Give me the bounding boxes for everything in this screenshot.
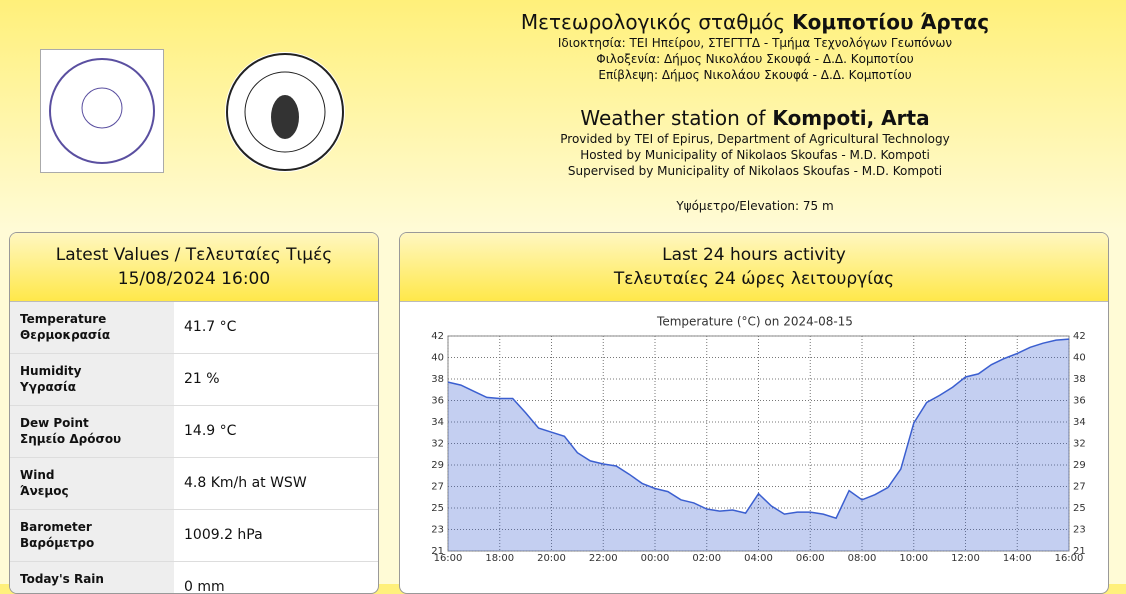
label-en: Today's Rain [20,572,104,586]
x-tick-label: 14:00 [1003,553,1032,564]
row-label: Temperature Θερμοκρασία [10,302,174,353]
label-en: Dew Point [20,416,89,430]
y2-tick-label: 23 [1073,525,1086,536]
header-line: Ιδιοκτησία: ΤΕΙ Ηπείρου, ΣΤΕΓΤΤΔ - Τμήμα… [557,36,953,50]
value-row: Temperature Θερμοκρασία 41.7 °C [10,302,378,354]
lines-en: Provided by TEI of Epirus, Department of… [430,131,1080,179]
chart-title: Temperature (°C) on 2024-08-15 [656,315,853,329]
y-tick-label: 38 [431,374,444,385]
temperature-area [448,339,1069,551]
header-line: Φιλοξενία: Δήμος Νικολάου Σκουφά - Δ.Δ. … [596,52,914,66]
latest-title: Latest Values / Τελευταίες Τιμές [55,245,333,265]
y-tick-label: 34 [431,417,444,428]
temperature-chart: Temperature (°C) on 2024-08-15 21 21 23 23 2… [431,315,1086,565]
label-gr: Σημείο Δρόσου [20,432,122,446]
y-tick-label: 32 [431,439,444,450]
label-en: Wind [20,468,55,482]
x-tick-label: 12:00 [951,553,980,564]
row-label: Today's Rain [10,562,174,593]
label-en: Barometer [20,520,92,534]
label-gr: Υγρασία [20,380,76,394]
y2-tick-label: 34 [1073,417,1086,428]
elevation: Υψόμετρο/Elevation: 75 m [676,199,834,213]
row-label: Humidity Υγρασία [10,354,174,405]
row-value: 14.9 °C [184,423,237,439]
x-tick-label: 16:00 [1055,553,1084,564]
y2-tick-label: 21 [1073,546,1086,557]
x-tick-label: 00:00 [641,553,670,564]
y-tick-label: 40 [431,353,444,364]
y-tick-label: 23 [431,525,444,536]
value-row: Barometer Βαρόμετρο 1009.2 hPa [10,510,378,562]
header-line: Επίβλεψη: Δήμος Νικολάου Σκουφά - Δ.Δ. Κ… [598,68,912,82]
y2-tick-label: 38 [1073,374,1086,385]
temperature-line [447,338,1070,520]
activity-title-gr: Τελευταίες 24 ώρες λειτουργίας [613,269,895,289]
row-value: 21 % [184,371,220,387]
y-tick-label: 25 [431,503,444,514]
label-gr: Άνεμος [20,484,69,498]
y-tick-label: 29 [431,460,444,471]
x-tick-label: 16:00 [434,553,463,564]
x-tick-label: 06:00 [796,553,825,564]
observatory-logo [224,51,346,173]
y-tick-label: 21 [431,546,444,557]
row-label: Wind Άνεμος [10,458,174,509]
row-value: 0 mm [184,579,225,594]
plot-area [447,335,1070,552]
x-tick-label: 04:00 [744,553,773,564]
header-line: Hosted by Municipality of Nikolaos Skouf… [580,148,930,162]
x-tick-label: 10:00 [899,553,928,564]
header-line: Provided by TEI of Epirus, Department of… [560,132,950,146]
y2-tick-label: 25 [1073,503,1086,514]
latest-datetime: 15/08/2024 16:00 [117,269,271,289]
latest-panel: Latest Values / Τελευταίες Τιμές 15/08/20… [9,232,379,594]
y2-tick-label: 36 [1073,396,1086,407]
title-gr: Μετεωρολογικός σταθμός Κομποτίου Άρτας [520,10,990,34]
y2-tick-label: 32 [1073,439,1086,450]
row-label: Barometer Βαρόμετρο [10,510,174,561]
row-value: 41.7 °C [184,319,237,335]
lines-gr: Ιδιοκτησία: ΤΕΙ Ηπείρου, ΣΤΕΓΤΤΔ - Τμήμα… [430,35,1080,83]
y2-tick-label: 27 [1073,482,1086,493]
activity-header: Last 24 hours activity Τελευταίες 24 ώρες… [400,233,1108,302]
row-value: 4.8 Km/h at WSW [184,475,307,491]
activity-title-en: Last 24 hours activity [662,245,846,265]
x-tick-label: 08:00 [848,553,877,564]
activity-panel: Last 24 hours activity Τελευταίες 24 ώρες… [399,232,1109,594]
label-gr: Θερμοκρασία [20,328,111,342]
value-row: Dew Point Σημείο Δρόσου 14.9 °C [10,406,378,458]
x-tick-label: 02:00 [692,553,721,564]
row-value: 1009.2 hPa [184,527,263,543]
latest-header: Latest Values / Τελευταίες Τιμές 15/08/20… [10,233,378,302]
x-tick-label: 22:00 [589,553,618,564]
label-en: Humidity [20,364,82,378]
x-tick-label: 18:00 [485,553,514,564]
value-row: Wind Άνεμος 4.8 Km/h at WSW [10,458,378,510]
value-row: Humidity Υγρασία 21 % [10,354,378,406]
y2-tick-label: 29 [1073,460,1086,471]
header-line: Supervised by Municipality of Nikolaos S… [567,164,943,178]
x-tick-label: 20:00 [537,553,566,564]
label-en: Temperature [20,312,107,326]
title-en: Weather station of Kompoti, Arta [580,106,930,130]
y2-tick-label: 42 [1073,331,1086,342]
value-row: Today's Rain 0 mm [10,562,378,594]
y-tick-label: 36 [431,396,444,407]
label-gr: Βαρόμετρο [20,536,95,550]
y2-tick-label: 40 [1073,353,1086,364]
y-tick-label: 27 [431,482,444,493]
row-label: Dew Point Σημείο Δρόσου [10,406,174,457]
municipality-logo [40,49,164,173]
y-tick-label: 42 [431,331,444,342]
